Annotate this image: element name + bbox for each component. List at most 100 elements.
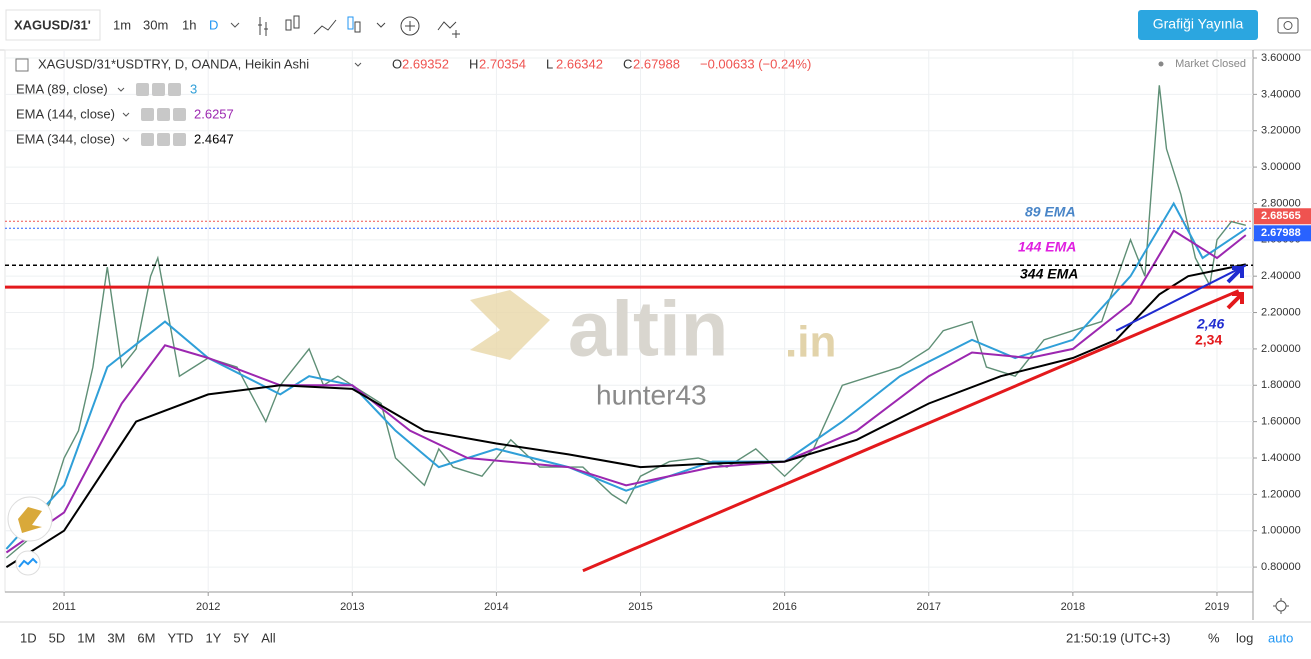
annotation: 2,34: [1195, 332, 1222, 348]
dropdown-icon[interactable]: [122, 112, 130, 117]
collapse-icon[interactable]: [15, 58, 29, 72]
indicator-value: 2.4647: [194, 131, 234, 146]
interval[interactable]: D: [209, 17, 218, 32]
indicator-value: 3: [190, 81, 197, 96]
ohlc-value: 2.70354: [479, 56, 526, 71]
publish-label[interactable]: Grafiği Yayınla: [1153, 16, 1244, 32]
indicator-button[interactable]: [173, 133, 186, 146]
indicators: EMA (89, close) 3 EMA (144, close) 2.6257 EM…: [16, 81, 234, 146]
y-tick-label: 1.60000: [1261, 416, 1301, 428]
dropdown-icon[interactable]: [122, 137, 130, 142]
trend-line: [1115, 264, 1247, 332]
range-button[interactable]: All: [261, 630, 276, 645]
toolbar: [0, 0, 1311, 50]
ohlc-value: 2.66342: [556, 56, 603, 71]
indicator-button[interactable]: [141, 133, 154, 146]
x-tick-label: 2015: [628, 601, 652, 613]
x-tick-label: 2014: [484, 601, 508, 613]
arrow: [1226, 292, 1244, 310]
indicator-button[interactable]: [136, 83, 149, 96]
clock: 21:50:19 (UTC+3): [1066, 630, 1170, 645]
y-tick-label: 1.00000: [1261, 525, 1301, 537]
indicator-button[interactable]: [152, 83, 165, 96]
dropdown-icon[interactable]: [354, 62, 362, 67]
interval[interactable]: 1m: [113, 17, 131, 32]
x-tick-label: 2011: [52, 601, 76, 613]
grid: [5, 50, 1253, 592]
y-tick-label: 3.20000: [1261, 125, 1301, 137]
ohlc-label: L: [546, 56, 553, 71]
badge-logo: [18, 507, 42, 533]
scale-option[interactable]: log: [1236, 630, 1253, 645]
price-tag-label: 2.68565: [1261, 210, 1301, 222]
y-tick-label: 1.80000: [1261, 379, 1301, 391]
change: −0.00633 (−0.24%): [700, 56, 811, 71]
indicator-button[interactable]: [157, 108, 170, 121]
price-tag-label: 2.67988: [1261, 227, 1301, 239]
ohlc-label: C: [623, 56, 632, 71]
symbol[interactable]: XAGUSD/31': [14, 17, 91, 32]
indicator-name[interactable]: EMA (89, close): [16, 81, 108, 96]
market-status: Market Closed: [1175, 58, 1246, 70]
scale-option[interactable]: auto: [1268, 630, 1293, 645]
indicator-button[interactable]: [173, 108, 186, 121]
y-tick-label: 3.40000: [1261, 88, 1301, 100]
y-tick-label: 3.00000: [1261, 161, 1301, 173]
range-button[interactable]: 5Y: [233, 630, 249, 645]
range-button[interactable]: 1M: [77, 630, 95, 645]
x-tick-label: 2016: [772, 601, 796, 613]
y-tick-label: 1.20000: [1261, 488, 1301, 500]
ohlc-label: O: [392, 56, 402, 71]
x-tick-label: 2019: [1205, 601, 1229, 613]
ohlc-value: 2.67988: [633, 56, 680, 71]
ohlc-label: H: [469, 56, 478, 71]
status-dot: [1158, 61, 1164, 67]
annotation: 89 EMA: [1025, 204, 1076, 220]
y-tick-label: 2.00000: [1261, 343, 1301, 355]
x-tick-label: 2018: [1061, 601, 1085, 613]
interval[interactable]: 1h: [182, 17, 196, 32]
trend-line: [582, 289, 1240, 573]
snapshot-icon[interactable]: [1277, 17, 1299, 34]
annotation: 144 EMA: [1018, 239, 1076, 255]
ema-line: [5, 201, 1247, 550]
y-tick-label: 3.60000: [1261, 52, 1301, 64]
indicator-button[interactable]: [141, 108, 154, 121]
indicator-button[interactable]: [168, 83, 181, 96]
watermark-author: hunter43: [596, 379, 707, 410]
publish-button[interactable]: [1138, 10, 1258, 40]
watermark-logo: [470, 290, 550, 360]
interval[interactable]: 30m: [143, 17, 168, 32]
range-button[interactable]: 5D: [49, 630, 66, 645]
scale-option[interactable]: %: [1208, 630, 1220, 645]
y-tick-label: 2.20000: [1261, 306, 1301, 318]
range-button[interactable]: 1Y: [205, 630, 221, 645]
bottom-bar: 1D 5D 1M 3M 6M YTD 1Y 5Y All 21:50:19 (UTC+3)% log…: [20, 630, 1293, 645]
range-button[interactable]: 6M: [137, 630, 155, 645]
dropdown-icon[interactable]: [230, 22, 240, 28]
indicator-button[interactable]: [157, 133, 170, 146]
settings-icon[interactable]: [1273, 598, 1289, 614]
indicator-name[interactable]: EMA (344, close): [16, 131, 115, 146]
plot: 89 EMA 144 EMA 344 EMA 2,462,34: [5, 85, 1253, 573]
range-button[interactable]: YTD: [167, 630, 193, 645]
dropdown-icon[interactable]: [117, 87, 125, 92]
symbol-box[interactable]: [5, 9, 101, 41]
y-tick-label: 0.80000: [1261, 561, 1301, 573]
range-button[interactable]: 3M: [107, 630, 125, 645]
watermark-text: altin: [568, 285, 728, 373]
range-button[interactable]: 1D: [20, 630, 37, 645]
ohlc: O 2.69352 H 2.70354 L 2.66342 C 2.67988 −0.00633…: [354, 56, 811, 71]
y-tick-label: 2.80000: [1261, 197, 1301, 209]
arrow: [1226, 266, 1244, 284]
y-tick-label: 2.40000: [1261, 270, 1301, 282]
ema-line: [5, 263, 1247, 568]
tv-logo: [18, 557, 38, 568]
indicator-name[interactable]: EMA (144, close): [16, 106, 115, 121]
x-tick-label: 2012: [196, 601, 220, 613]
ohlc-value: 2.69352: [402, 56, 449, 71]
y-tick-label: 1.40000: [1261, 452, 1301, 464]
annotation: 344 EMA: [1020, 266, 1078, 282]
